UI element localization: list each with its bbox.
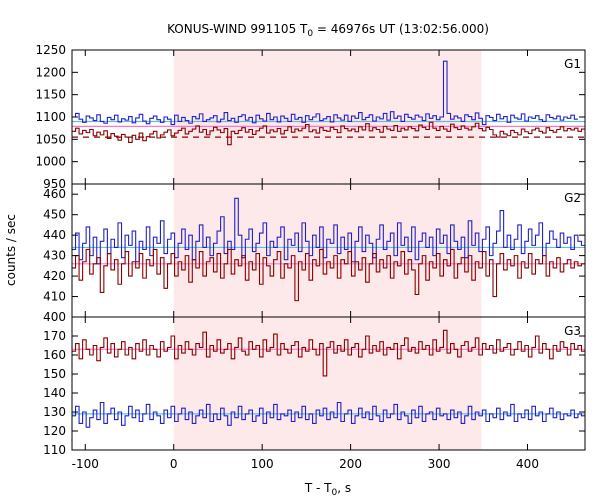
x-tick-label: 400 — [516, 457, 539, 471]
source-interval-shade — [173, 184, 482, 317]
y-tick-label: 170 — [43, 329, 66, 343]
series-blue-histogram — [72, 401, 585, 428]
y-tick-label: 1000 — [35, 155, 66, 169]
y-tick-label: 460 — [43, 187, 66, 201]
panel-frame — [71, 316, 586, 451]
y-tick-label: 160 — [43, 348, 66, 362]
series-red-histogram — [72, 329, 585, 377]
y-tick-label: 1100 — [35, 110, 66, 124]
source-interval-shade — [173, 317, 482, 450]
y-tick-label: 450 — [43, 208, 66, 222]
y-tick-label: 420 — [43, 269, 66, 283]
y-tick-label: 150 — [43, 367, 66, 381]
series-red-histogram — [72, 121, 585, 146]
x-tick-label: 300 — [428, 457, 451, 471]
y-axis-label: counts / sec — [4, 214, 18, 286]
panel-label: G2 — [564, 191, 581, 205]
y-tick-label: 440 — [43, 228, 66, 242]
x-axis-label: T - T0, s — [304, 481, 351, 498]
y-tick-label: 110 — [43, 443, 66, 457]
series-blue-histogram — [72, 60, 578, 126]
y-tick-label: 1200 — [35, 65, 66, 79]
series-red-histogram — [72, 248, 585, 302]
x-tick-label: 200 — [339, 457, 362, 471]
y-tick-label: 400 — [43, 310, 66, 324]
x-tick-label: -100 — [72, 457, 99, 471]
y-tick-label: 1050 — [35, 132, 66, 146]
x-tick-label: 100 — [251, 457, 274, 471]
y-tick-label: 410 — [43, 290, 66, 304]
y-tick-label: 430 — [43, 249, 66, 263]
panel-plot-area — [72, 329, 585, 428]
y-tick-label: 130 — [43, 405, 66, 419]
y-tick-label: 1150 — [35, 88, 66, 102]
y-tick-label: 950 — [43, 177, 66, 191]
x-tick-label: 0 — [170, 457, 178, 471]
panel-label: G1 — [564, 57, 581, 71]
panel-g3: 110 120 130 140 150 160 170 G3 — [43, 316, 586, 457]
panel-g1: 950 1000 1050 1100 1150 1200 1250 G1 — [35, 43, 586, 191]
series-blue-histogram — [72, 197, 585, 265]
chart-title: KONUS-WIND 991105 T0 = 46976s UT (13:02:… — [167, 22, 489, 39]
panel-plot-area — [72, 60, 585, 146]
y-tick-label: 140 — [43, 386, 66, 400]
y-tick-label: 1250 — [35, 43, 66, 57]
y-tick-label: 120 — [43, 424, 66, 438]
panels: 950100010501100115012001250G140041042043… — [35, 43, 586, 471]
panel-label: G3 — [564, 324, 581, 338]
panel-plot-area — [72, 197, 585, 302]
panel-g2: 400 410 420 430 440 450 460 G2 — [43, 183, 586, 324]
